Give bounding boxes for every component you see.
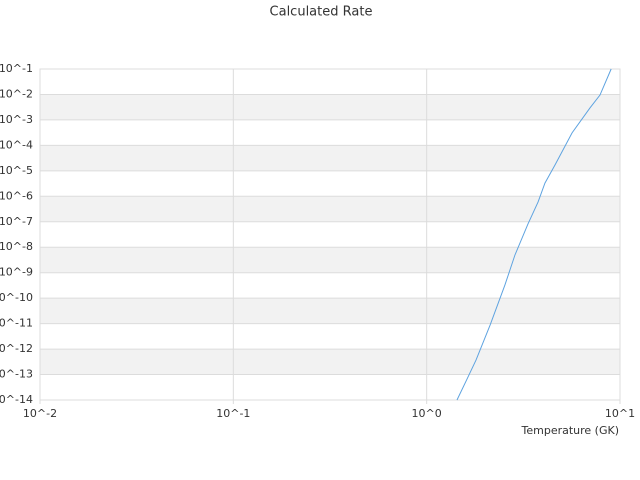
y-tick-label: 10^-1 bbox=[0, 62, 33, 75]
x-tick-label: 10^1 bbox=[605, 407, 635, 420]
x-tick-label: 10^-2 bbox=[23, 407, 57, 420]
x-tick-label: 10^0 bbox=[412, 407, 442, 420]
y-tick-label: 10^-14 bbox=[0, 393, 33, 406]
y-tick-label: 10^-12 bbox=[0, 342, 33, 355]
band bbox=[40, 247, 620, 273]
band bbox=[40, 196, 620, 222]
y-tick-label: 10^-10 bbox=[0, 291, 33, 304]
band bbox=[40, 145, 620, 171]
y-tick-label: 10^-6 bbox=[0, 189, 33, 202]
band bbox=[40, 349, 620, 375]
x-axis-label: Temperature (GK) bbox=[521, 424, 620, 437]
band bbox=[40, 94, 620, 120]
y-tick-label: 10^-5 bbox=[0, 164, 33, 177]
y-tick-label: 10^-7 bbox=[0, 215, 33, 228]
series-line bbox=[456, 68, 612, 401]
y-tick-label: 10^-4 bbox=[0, 138, 33, 151]
y-tick-label: 10^-2 bbox=[0, 87, 33, 100]
band bbox=[40, 298, 620, 324]
x-tick-label: 10^-1 bbox=[216, 407, 250, 420]
y-tick-label: 10^-13 bbox=[0, 368, 33, 381]
plot-frame bbox=[39, 68, 621, 401]
chart-title: Calculated Rate bbox=[270, 5, 373, 20]
y-tick-label: 10^-9 bbox=[0, 266, 33, 279]
y-tick-label: 10^-11 bbox=[0, 317, 33, 330]
y-tick-label: 10^-8 bbox=[0, 240, 33, 253]
y-tick-label: 10^-3 bbox=[0, 113, 33, 126]
